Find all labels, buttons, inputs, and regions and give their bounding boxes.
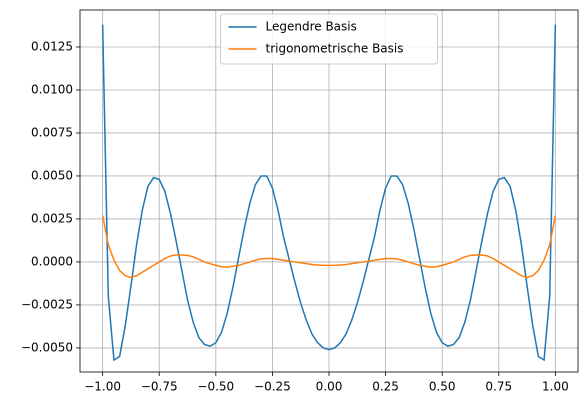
y-tick-label: −0.0050	[21, 340, 73, 354]
y-tick-label: 0.0000	[31, 254, 73, 268]
y-tick-label: 0.0100	[31, 82, 73, 96]
data-line	[101, 24, 557, 362]
y-tick-label: 0.0125	[31, 39, 73, 53]
x-tick-label: −0.50	[197, 380, 234, 394]
x-tick-label: −1.00	[84, 380, 121, 394]
legend-label: Legendre Basis	[266, 20, 357, 34]
x-tick-label: 1.00	[542, 380, 569, 394]
x-tick-label: 0.75	[485, 380, 512, 394]
x-tick-label: 0.25	[372, 380, 399, 394]
y-tick-label: 0.0075	[31, 125, 73, 139]
axes-frame	[79, 9, 579, 373]
legend: Legendre Basis trigonometrische Basis	[220, 13, 438, 65]
legend-label: trigonometrische Basis	[266, 42, 404, 56]
y-tick-label: 0.0025	[31, 211, 73, 225]
x-tick-label: −0.25	[254, 380, 291, 394]
y-tick-label: 0.0050	[31, 168, 73, 182]
data-line	[101, 215, 557, 279]
x-tick-label: 0.00	[316, 380, 343, 394]
legend-box	[220, 13, 438, 65]
x-tick-label: 0.50	[429, 380, 456, 394]
x-tick-label: −0.75	[141, 380, 178, 394]
y-tick-label: −0.0025	[21, 297, 73, 311]
